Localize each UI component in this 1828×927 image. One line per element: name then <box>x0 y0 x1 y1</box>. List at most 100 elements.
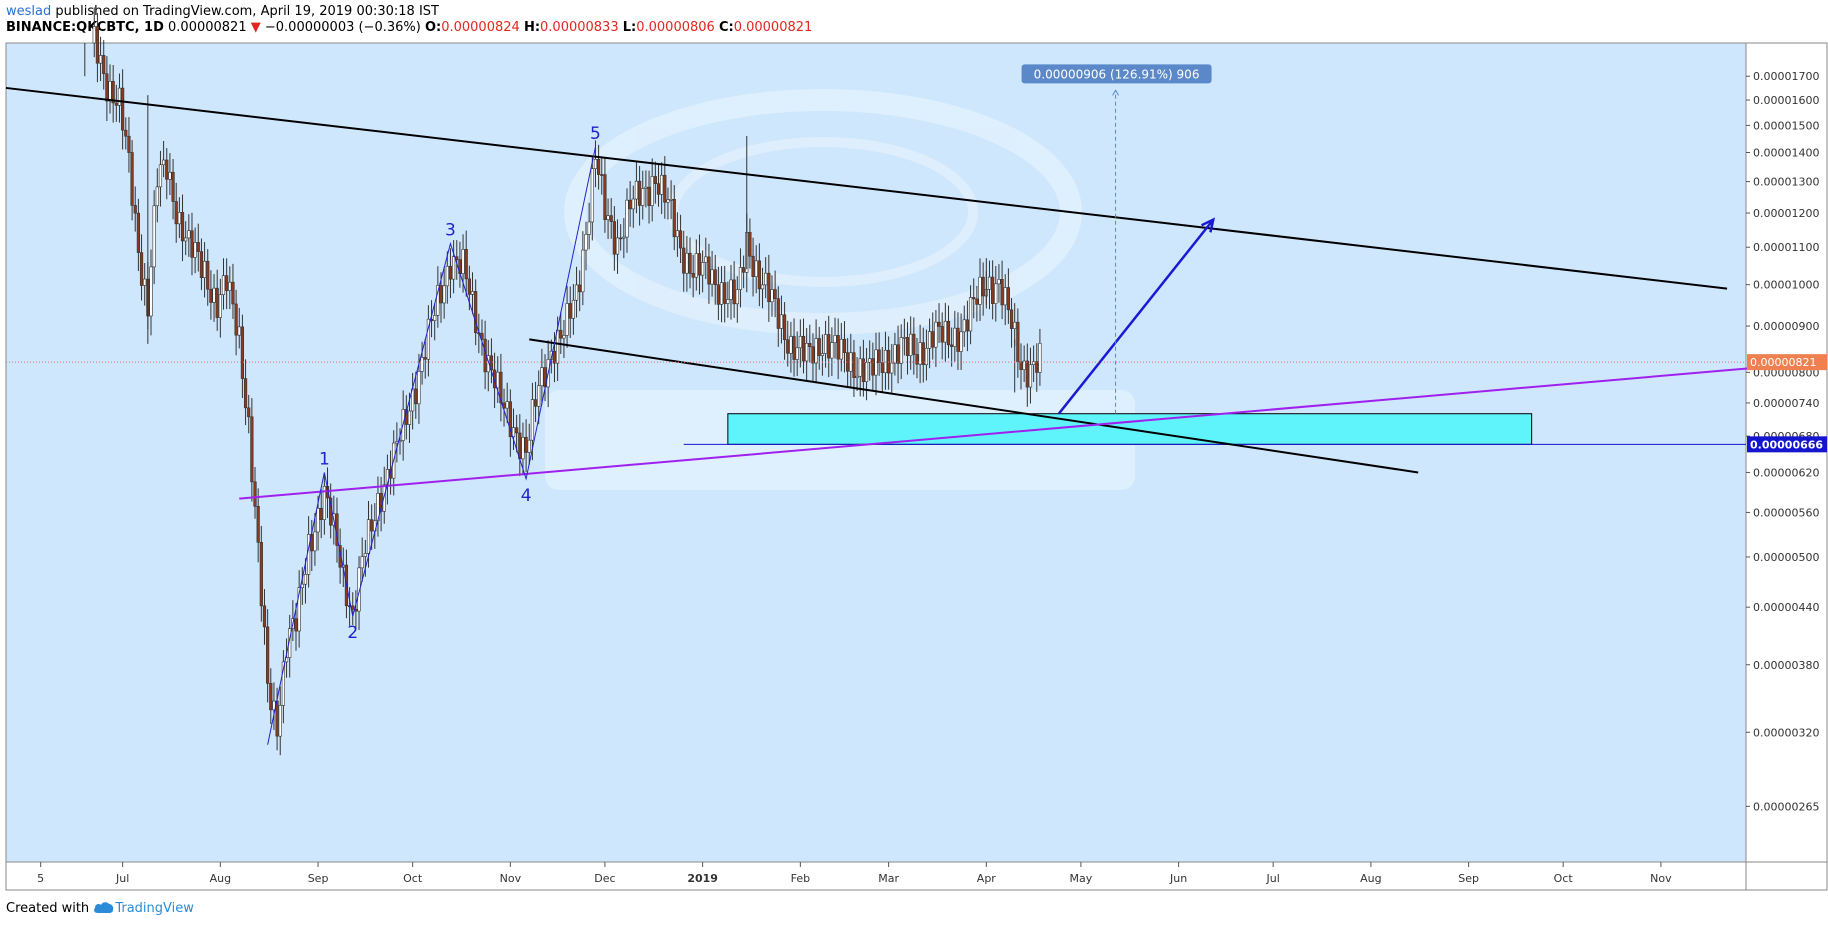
candle-up <box>868 358 872 363</box>
candle-down <box>515 427 519 434</box>
candle-up <box>237 326 241 336</box>
candle-down <box>801 336 806 362</box>
author-link[interactable]: weslad <box>6 4 52 19</box>
close-value: 0.00000821 <box>733 20 813 35</box>
candle-up <box>805 342 809 362</box>
candle-down <box>912 333 916 355</box>
y-tick-label: 0.00001500 <box>1753 119 1819 132</box>
candle-up <box>779 314 784 329</box>
candle-down <box>464 249 468 280</box>
wave-path <box>267 146 596 745</box>
candle-down <box>136 212 140 253</box>
chart-header: weslad published on TradingView.com, Apr… <box>6 4 812 38</box>
candle-up <box>382 484 386 512</box>
candle-down <box>121 87 125 131</box>
candle-down <box>559 329 563 339</box>
candle-down <box>269 683 273 711</box>
candle-down <box>247 407 251 418</box>
price-labels-group: 0.00000821 0.00000666 <box>6 354 1827 453</box>
candle-down <box>127 135 131 153</box>
candle-down <box>956 327 960 352</box>
candle-up <box>820 353 825 356</box>
candle-down <box>240 326 245 379</box>
candle-up <box>764 272 768 286</box>
symbol-line: BINANCE:QKCBTC, 1D 0.00000821 ▼ −0.00000… <box>6 20 812 36</box>
candle-down <box>1019 361 1023 370</box>
x-tick-label: Oct <box>1554 872 1574 885</box>
candle-down <box>950 344 954 347</box>
candle-up <box>893 344 897 364</box>
candle-down <box>861 358 865 383</box>
candle-down <box>682 247 686 274</box>
y-tick-label: 0.00001000 <box>1753 279 1819 292</box>
candle-up <box>162 159 166 166</box>
candle-down <box>370 519 374 532</box>
candle-down <box>637 180 642 206</box>
candle-up <box>278 705 282 737</box>
candle-down <box>231 281 235 305</box>
wave-group: 1 2 3 4 5 <box>267 124 601 745</box>
candle-up <box>660 174 664 195</box>
x-tick-group: 5 Jul Aug Sep Oct Nov Dec 2019 Feb Mar Apr May Jun Ju… <box>37 862 1672 885</box>
candle-up <box>1003 287 1007 306</box>
candle-up <box>187 230 191 239</box>
candle-down <box>808 342 812 348</box>
candle-down <box>757 260 761 290</box>
candle-up <box>855 375 859 378</box>
x-tick-label: Jun <box>1169 872 1187 885</box>
candle-up <box>212 287 216 303</box>
candle-down <box>492 369 497 389</box>
wave-label: 4 <box>521 486 532 506</box>
candle-up <box>726 299 730 304</box>
candle-down <box>896 344 900 364</box>
candle-down <box>877 349 881 363</box>
tradingview-brand[interactable]: TradingView <box>115 901 194 916</box>
candle-up <box>452 256 456 280</box>
candle-up <box>814 338 818 364</box>
candle-up <box>858 358 862 377</box>
x-tick-label: Oct <box>403 872 423 885</box>
candle-up <box>527 439 531 453</box>
y-tick-label: 0.00000320 <box>1753 726 1819 739</box>
projection-arrow-shaft <box>1057 218 1215 415</box>
candle-up <box>704 256 708 263</box>
candle-down <box>1006 287 1010 311</box>
zone-price-badge-label: 0.00000666 <box>1750 438 1823 451</box>
candle-up <box>540 367 544 387</box>
candle-down <box>656 183 661 195</box>
candle-down <box>600 174 604 176</box>
candle-up <box>149 266 153 317</box>
candle-down <box>619 237 623 240</box>
candle-up <box>631 198 635 210</box>
candle-up <box>685 252 689 274</box>
candle-down <box>940 326 944 343</box>
y-tick-group: 0.00001700 0.00001600 0.00001500 0.00001400… <box>1746 70 1819 813</box>
candle-down <box>124 129 128 137</box>
candle-down <box>414 388 418 405</box>
y-tick-label: 0.00000440 <box>1753 601 1819 614</box>
candle-up <box>883 349 888 373</box>
candle-down <box>937 321 941 327</box>
publish-line: weslad published on TradingView.com, Apr… <box>6 4 812 20</box>
wave-label: 3 <box>445 221 456 241</box>
x-tick-label: Jul <box>1266 872 1280 885</box>
candle-down <box>663 174 667 203</box>
candle-up <box>297 587 301 632</box>
candle-up <box>202 260 207 279</box>
trendline-support <box>239 361 1816 500</box>
candle-down <box>609 215 613 222</box>
candle-up <box>994 283 998 304</box>
candle-down <box>448 265 453 280</box>
candle-up <box>770 289 774 303</box>
candle-up <box>117 87 122 106</box>
candle-up <box>436 285 440 316</box>
candle-down <box>991 276 995 304</box>
x-tick-label: Feb <box>791 872 810 885</box>
candle-up <box>710 269 714 285</box>
candle-up <box>830 342 834 359</box>
candle-up <box>587 221 591 235</box>
candle-up <box>407 410 412 425</box>
last-price-badge <box>1747 354 1827 371</box>
candle-up <box>924 347 929 365</box>
